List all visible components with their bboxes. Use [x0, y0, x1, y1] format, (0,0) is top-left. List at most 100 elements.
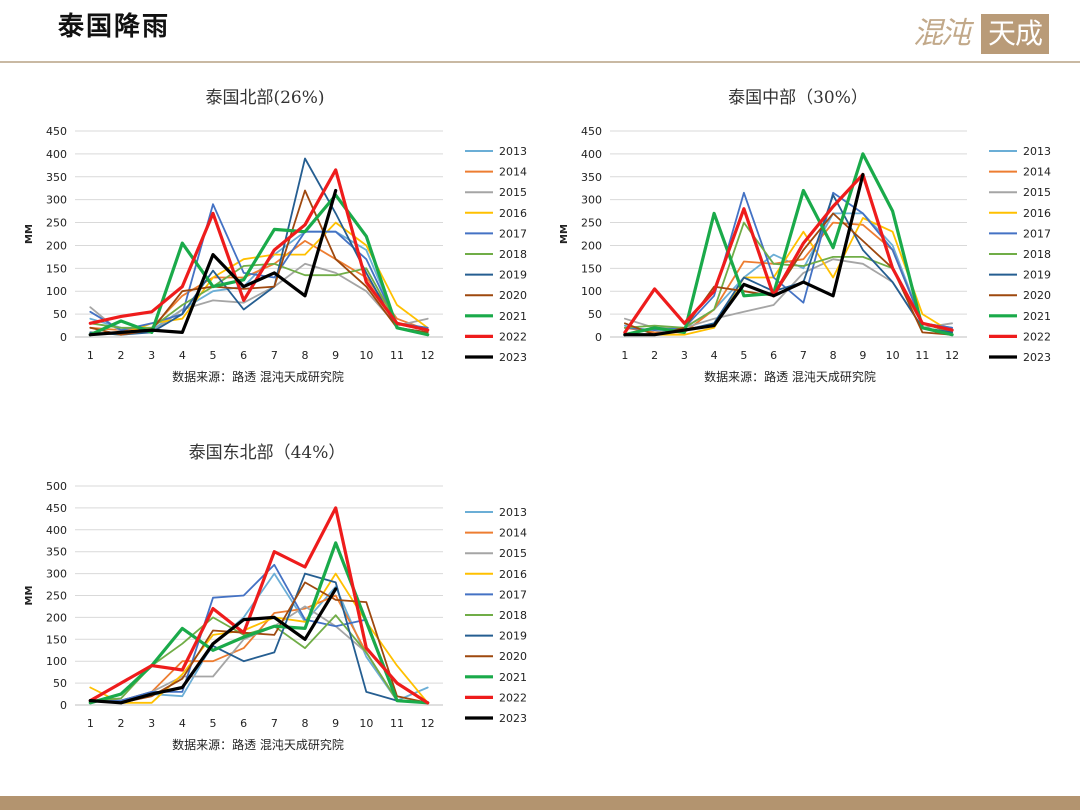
x-tick-label: 9 — [859, 349, 866, 362]
legend-entry: 2023 — [1023, 351, 1051, 364]
y-tick-label: 250 — [46, 590, 67, 603]
legend-entry: 2014 — [499, 527, 527, 540]
legend-entry: 2017 — [1023, 227, 1051, 240]
x-tick-label: 1 — [87, 349, 94, 362]
y-tick-label: 50 — [53, 308, 67, 321]
y-tick-label: 0 — [60, 331, 67, 344]
y-tick-label: 50 — [53, 677, 67, 690]
legend-entry: 2022 — [499, 330, 527, 343]
y-tick-label: 300 — [46, 568, 67, 581]
x-tick-label: 7 — [271, 349, 278, 362]
legend-entry: 2014 — [499, 166, 527, 179]
x-tick-label: 8 — [830, 349, 837, 362]
legend-entry: 2015 — [1023, 186, 1051, 199]
series-line-2023 — [88, 188, 338, 337]
legend-entry: 2019 — [499, 269, 527, 282]
y-tick-label: 150 — [46, 262, 67, 275]
legend-entry: 2016 — [499, 207, 527, 220]
y-tick-label: 150 — [581, 262, 602, 275]
chart-northeast: 泰国东北部（44%） 0 50 100 150 200 250 300 350 400 450 500… — [24, 443, 527, 752]
legend-entry: 2013 — [499, 145, 527, 158]
source-note: 数据来源：路透 混沌天成研究院 — [704, 369, 876, 384]
x-tick-label: 12 — [945, 349, 959, 362]
x-tick-label: 5 — [210, 717, 217, 730]
company-logo: 混沌 天成 — [913, 14, 1051, 54]
x-tick-label: 11 — [390, 717, 404, 730]
legend-entry: 2022 — [499, 691, 527, 704]
legend-entry: 2020 — [1023, 289, 1051, 302]
x-tick-label: 5 — [740, 349, 747, 362]
series-line-2021 — [88, 541, 430, 705]
page-title: 泰国降雨 — [58, 12, 171, 42]
legend-entry: 2023 — [499, 351, 527, 364]
header-divider — [0, 61, 1080, 63]
x-tick-label: 8 — [302, 349, 309, 362]
x-tick-label: 6 — [240, 349, 247, 362]
legend-entry: 2020 — [499, 650, 527, 663]
y-tick-label: 250 — [581, 217, 602, 230]
x-tick-label: 3 — [148, 349, 155, 362]
x-tick-label: 9 — [332, 717, 339, 730]
series-line-2018 — [89, 262, 429, 331]
legend-entry: 2015 — [499, 547, 527, 560]
y-tick-label: 350 — [46, 546, 67, 559]
x-tick-label: 1 — [87, 717, 94, 730]
y-tick-label: 450 — [46, 125, 67, 138]
x-tick-label: 7 — [800, 349, 807, 362]
x-tick-label: 10 — [359, 349, 373, 362]
x-tick-label: 8 — [302, 717, 309, 730]
y-tick-label: 250 — [46, 217, 67, 230]
x-tick-label: 4 — [179, 349, 186, 362]
x-tick-label: 10 — [886, 349, 900, 362]
legend-entry: 2020 — [499, 289, 527, 302]
y-tick-label: 0 — [595, 331, 602, 344]
source-note: 数据来源：路透 混沌天成研究院 — [172, 737, 344, 752]
x-tick-label: 7 — [271, 717, 278, 730]
y-axis-label: MM — [24, 586, 35, 606]
series-line-2016 — [89, 572, 429, 704]
legend-entry: 2015 — [499, 186, 527, 199]
y-tick-label: 500 — [46, 480, 67, 493]
x-tick-label: 2 — [118, 717, 125, 730]
series-line-2023 — [623, 172, 865, 337]
series-line-2022 — [88, 506, 430, 705]
x-tick-label: 3 — [681, 349, 688, 362]
chart-title: 泰国中部（30%） — [728, 88, 868, 108]
x-tick-label: 9 — [332, 349, 339, 362]
y-tick-label: 400 — [46, 148, 67, 161]
x-tick-label: 1 — [621, 349, 628, 362]
legend-entry: 2016 — [499, 568, 527, 581]
legend-entry: 2021 — [1023, 310, 1051, 323]
y-tick-label: 350 — [581, 171, 602, 184]
legend-entry: 2023 — [499, 712, 527, 725]
y-axis-label: MM — [24, 224, 35, 244]
x-tick-label: 2 — [651, 349, 658, 362]
legend-entry: 2017 — [499, 227, 527, 240]
x-tick-label: 4 — [179, 717, 186, 730]
series-line-2021 — [623, 152, 954, 337]
legend-entry: 2019 — [499, 630, 527, 643]
x-tick-label: 6 — [770, 349, 777, 362]
y-tick-label: 300 — [581, 194, 602, 207]
legend-entry: 2013 — [499, 506, 527, 519]
y-tick-label: 100 — [581, 285, 602, 298]
legend-entry: 2021 — [499, 310, 527, 323]
series-line-2020 — [89, 581, 429, 704]
y-tick-label: 50 — [588, 308, 602, 321]
x-tick-label: 3 — [148, 717, 155, 730]
y-axis-label: MM — [559, 224, 570, 244]
legend-entry: 2021 — [499, 671, 527, 684]
chart-title: 泰国东北部（44%） — [189, 443, 346, 463]
series-line-2016 — [624, 217, 953, 336]
x-tick-label: 10 — [359, 717, 373, 730]
y-tick-label: 300 — [46, 194, 67, 207]
series-line-2022 — [623, 172, 954, 334]
y-tick-label: 200 — [46, 239, 67, 252]
series-line-2022 — [88, 168, 430, 332]
logo-script-text: 混沌 — [913, 16, 971, 51]
y-tick-label: 150 — [46, 633, 67, 646]
chart-title: 泰国北部(26%) — [205, 88, 324, 108]
legend-entry: 2017 — [499, 588, 527, 601]
x-tick-label: 12 — [421, 349, 435, 362]
